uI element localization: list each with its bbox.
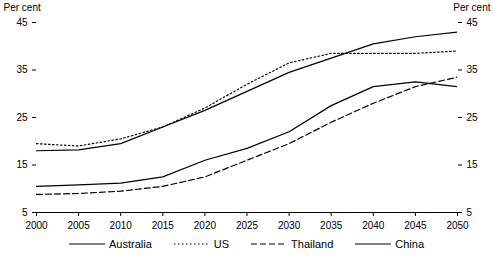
- svg-text:2020: 2020: [194, 220, 217, 231]
- html-text:Thailand: Thailand: [291, 238, 334, 250]
- svg-text:2010: 2010: [110, 220, 133, 231]
- svg-text:Per cent: Per cent: [4, 2, 41, 13]
- svg-text:25: 25: [16, 112, 28, 123]
- svg-text:35: 35: [16, 64, 28, 75]
- svg-text:25: 25: [467, 112, 479, 123]
- svg-text:45: 45: [16, 17, 28, 28]
- svg-text:35: 35: [467, 64, 479, 75]
- svg-text:5: 5: [22, 207, 28, 218]
- svg-text:15: 15: [16, 159, 28, 170]
- html-text:China: China: [395, 238, 424, 250]
- html-text:Australia: Australia: [109, 238, 152, 250]
- svg-text:2025: 2025: [236, 220, 259, 231]
- svg-text:45: 45: [467, 17, 479, 28]
- svg-text:2030: 2030: [278, 220, 301, 231]
- svg-text:2040: 2040: [362, 220, 385, 231]
- svg-text:2015: 2015: [152, 220, 175, 231]
- svg-text:2045: 2045: [404, 220, 427, 231]
- svg-text:2035: 2035: [320, 220, 343, 231]
- svg-text:2005: 2005: [67, 220, 90, 231]
- svg-text:Per cent: Per cent: [453, 2, 490, 13]
- svg-text:2050: 2050: [446, 220, 469, 231]
- svg-text:15: 15: [467, 159, 479, 170]
- html-text:US: US: [213, 238, 230, 250]
- svg-text:5: 5: [467, 207, 473, 218]
- svg-text:2000: 2000: [25, 220, 48, 231]
